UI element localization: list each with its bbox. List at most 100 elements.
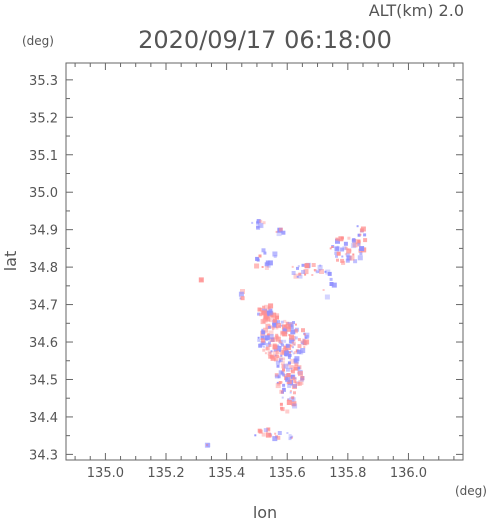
data-cell [335, 247, 339, 251]
data-cell [290, 350, 293, 353]
data-cell [349, 249, 352, 252]
data-cell [257, 222, 263, 228]
data-cell [266, 333, 270, 337]
data-cell [256, 220, 258, 223]
data-cell [344, 253, 347, 256]
data-cell [278, 340, 281, 344]
data-cell [282, 373, 286, 377]
data-cell [304, 263, 310, 269]
data-cell [275, 333, 279, 337]
data-cell [315, 270, 319, 274]
data-cell [264, 335, 270, 341]
x-tick-label: 135.6 [269, 466, 306, 481]
data-cell [292, 403, 296, 407]
data-cell [278, 357, 283, 362]
data-cell [283, 345, 288, 350]
data-cell [280, 320, 284, 324]
data-cell [280, 324, 283, 327]
x-unit-label: (deg) [455, 484, 487, 498]
data-cell [357, 240, 361, 244]
data-cell [335, 237, 339, 241]
data-cell [278, 370, 284, 376]
data-cell [300, 377, 305, 382]
data-cell [265, 316, 271, 322]
data-cell [261, 310, 267, 316]
data-cell [287, 356, 291, 359]
x-tick-label: 135.8 [329, 466, 366, 481]
data-cell [251, 221, 254, 224]
data-cell [291, 435, 294, 438]
data-cell [291, 265, 294, 268]
data-cell [346, 255, 352, 261]
data-cell [313, 269, 316, 271]
data-cell [268, 330, 274, 336]
data-cell [285, 343, 290, 348]
data-cell [272, 318, 277, 323]
data-cell [267, 314, 270, 317]
data-cell [301, 270, 306, 274]
data-cell [292, 352, 295, 355]
data-cell [206, 443, 211, 448]
x-axis-label: lon [253, 503, 277, 521]
data-cell [319, 264, 322, 267]
y-axis-label: lat [1, 251, 20, 272]
data-cell [275, 373, 279, 377]
data-cell [269, 337, 275, 343]
data-cell [267, 325, 271, 329]
data-cell [287, 398, 290, 401]
data-cell [257, 307, 262, 312]
data-cell [272, 436, 278, 442]
data-cell [279, 389, 284, 394]
data-cell [325, 269, 331, 275]
data-cell [273, 357, 278, 362]
data-cell [275, 313, 280, 318]
data-cell [267, 260, 273, 266]
y-tick-label: 34.7 [29, 299, 58, 314]
data-cells [198, 219, 368, 448]
data-cell [285, 377, 291, 383]
y-tick-label: 34.5 [29, 373, 58, 388]
data-cell [275, 230, 278, 233]
data-cell [341, 255, 344, 258]
data-cell [363, 238, 368, 243]
data-cell [352, 242, 358, 248]
x-tick-label: 135.2 [147, 466, 184, 481]
data-cell [293, 391, 296, 395]
data-cell [300, 348, 306, 353]
data-cell [286, 363, 290, 367]
data-cell [263, 428, 268, 433]
data-cell [297, 265, 300, 268]
data-cell [280, 341, 283, 344]
data-cell [286, 373, 291, 377]
data-cell [292, 383, 297, 388]
data-cell [282, 331, 288, 337]
data-cell [277, 344, 280, 347]
data-cell [296, 349, 302, 355]
data-cell [280, 354, 283, 357]
data-cell [285, 409, 290, 414]
data-cell [274, 374, 279, 379]
data-cell [276, 323, 281, 329]
data-cell [263, 327, 269, 333]
data-cell [275, 383, 281, 389]
data-cell [300, 376, 305, 381]
data-cell [279, 402, 283, 406]
data-cell [256, 258, 260, 262]
data-cell [269, 317, 275, 323]
data-cell [285, 321, 289, 325]
data-cell [331, 282, 337, 288]
data-cell [288, 324, 294, 330]
data-cell [285, 326, 291, 332]
data-cell [290, 345, 293, 348]
data-cell [283, 327, 288, 332]
data-cell [311, 274, 314, 276]
data-cell [363, 233, 367, 237]
data-cell [290, 384, 293, 387]
data-cell [262, 317, 268, 323]
data-cell [345, 258, 350, 263]
data-cell [298, 371, 303, 377]
data-cell [288, 351, 291, 354]
data-cell [261, 266, 264, 268]
data-cell [283, 363, 289, 369]
data-cell [276, 364, 280, 368]
